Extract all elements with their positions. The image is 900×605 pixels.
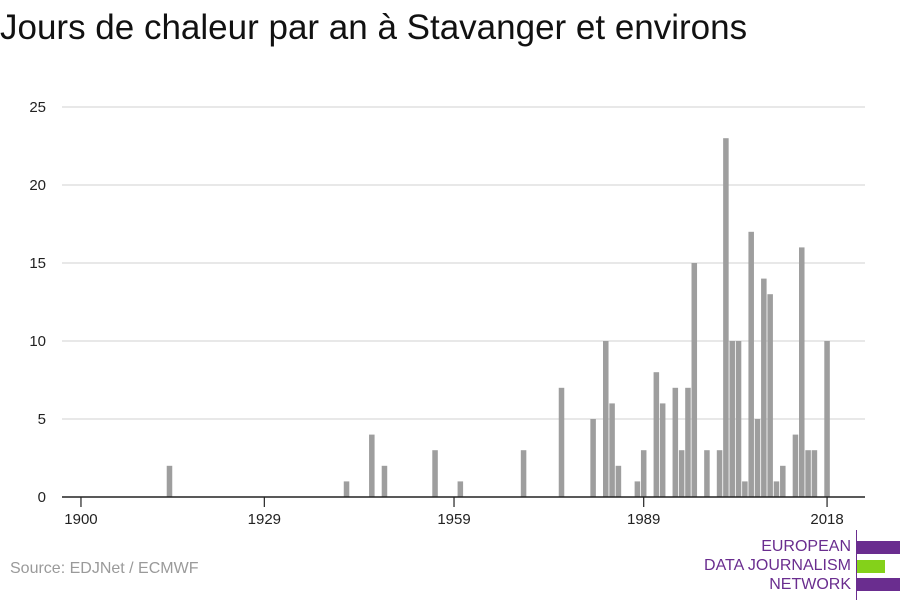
bar-1981 <box>590 419 596 497</box>
bar-2013 <box>792 434 799 497</box>
bar-1914 <box>166 465 173 497</box>
bar-1994 <box>672 387 679 497</box>
bar-1996 <box>685 387 691 497</box>
logo-line-european: EUROPEAN <box>761 538 851 555</box>
bar-2003 <box>729 341 735 497</box>
bar-1992 <box>659 403 666 497</box>
x-axis-ticks: 1900 1929 1959 1989 2018 <box>64 497 844 528</box>
bar-1991 <box>653 372 660 497</box>
page-title: Jours de chaleur par an à Stavanger et e… <box>0 8 748 47</box>
y-tick-label-5: 5 <box>38 411 46 428</box>
bar-2009 <box>767 294 773 497</box>
bar-2007 <box>754 419 761 497</box>
bar-2018 <box>824 341 830 497</box>
y-axis-ticks: 0 5 10 15 20 25 <box>29 99 46 506</box>
bar-2010 <box>773 481 780 497</box>
bar-2004 <box>735 341 742 497</box>
bar-1997 <box>691 263 698 497</box>
logo-divider <box>856 530 857 600</box>
logo-bar-middle <box>857 560 885 573</box>
logo-text: EUROPEAN DATA JOURNALISM NETWORK <box>704 537 851 594</box>
y-tick-label-20: 20 <box>29 177 46 194</box>
x-tick-label-1900: 1900 <box>64 511 97 528</box>
bar-2015 <box>805 450 811 497</box>
edjnet-logo: EUROPEAN DATA JOURNALISM NETWORK <box>660 530 900 600</box>
bar-1999 <box>704 450 710 497</box>
bar-1983 <box>603 341 609 497</box>
bar-1946 <box>369 434 375 497</box>
logo-bar-top <box>857 541 900 554</box>
bar-1995 <box>678 450 685 497</box>
bar-1989 <box>640 450 647 497</box>
bar-1976 <box>558 387 565 497</box>
source-label: Source: EDJNet / ECMWF <box>10 560 199 577</box>
bar-2014 <box>799 247 805 497</box>
bar-1942 <box>343 481 350 497</box>
x-tick-label-1989: 1989 <box>627 511 660 528</box>
bar-2008 <box>761 278 767 497</box>
y-tick-label-10: 10 <box>29 333 46 350</box>
x-tick-label-2018: 2018 <box>810 511 843 528</box>
x-tick-label-1929: 1929 <box>248 511 281 528</box>
bar-1988 <box>634 481 641 497</box>
gridlines <box>62 106 865 420</box>
bar-2002 <box>723 138 729 497</box>
bar-1985 <box>615 465 622 497</box>
logo-line-network: NETWORK <box>769 576 851 593</box>
bar-2005 <box>742 481 748 497</box>
bar-2001 <box>716 450 723 497</box>
bar-1984 <box>609 403 615 497</box>
y-tick-label-25: 25 <box>29 99 46 116</box>
bars <box>166 138 830 498</box>
logo-bar-bottom <box>857 578 900 591</box>
bar-1956 <box>432 450 438 497</box>
y-tick-label-0: 0 <box>38 489 46 506</box>
bar-1970 <box>520 450 527 497</box>
x-tick-label-1959: 1959 <box>437 511 470 528</box>
bar-2011 <box>780 465 786 497</box>
bar-2016 <box>811 450 818 497</box>
bar-1948 <box>381 465 388 497</box>
bar-1960 <box>457 481 464 497</box>
bar-2006 <box>748 231 754 498</box>
logo-line-data-journalism: DATA JOURNALISM <box>704 557 851 574</box>
y-tick-label-15: 15 <box>29 255 46 272</box>
